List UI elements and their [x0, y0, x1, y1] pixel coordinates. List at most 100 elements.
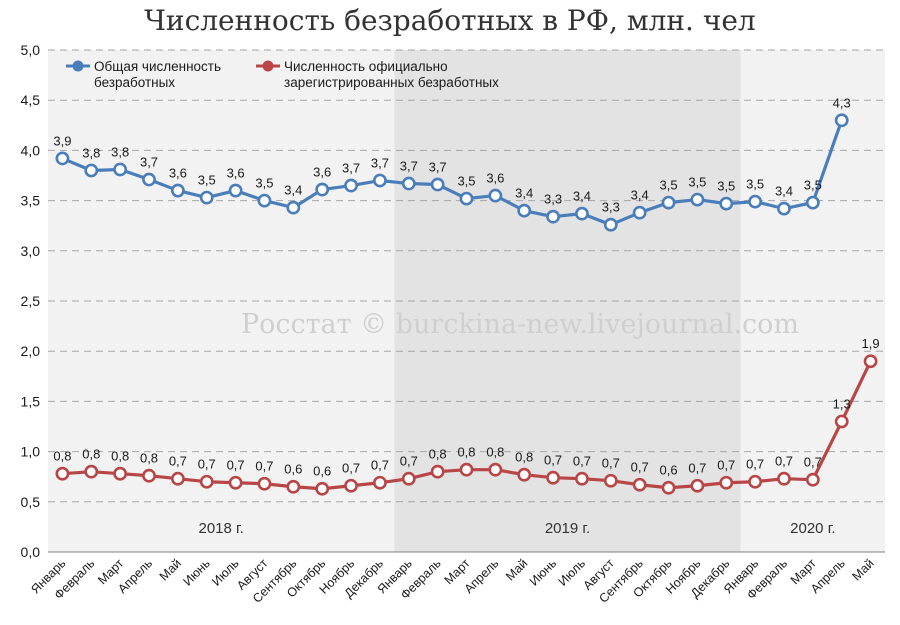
data-label: 3,5 — [255, 176, 273, 191]
data-label: 3,3 — [602, 200, 620, 215]
data-point — [661, 480, 676, 495]
data-label: 3,4 — [631, 188, 649, 203]
data-label: 3,5 — [198, 173, 216, 188]
data-label: 0,7 — [227, 458, 245, 473]
year-band — [740, 50, 885, 552]
data-point — [430, 177, 445, 192]
data-label: 0,7 — [198, 457, 216, 472]
data-label: 0,8 — [429, 447, 447, 462]
legend-label: зарегистрированных безработных — [284, 75, 499, 90]
data-point — [55, 466, 70, 481]
chart-title: Численность безработных в РФ, млн. чел — [144, 4, 756, 37]
data-label: 3,5 — [804, 178, 822, 193]
data-label: 3,4 — [775, 184, 793, 199]
data-point — [344, 178, 358, 193]
data-point — [459, 191, 474, 206]
data-label: 3,5 — [746, 177, 764, 192]
data-point — [199, 474, 214, 489]
data-point — [690, 478, 705, 493]
data-label: 0,7 — [169, 454, 187, 469]
data-label: 3,7 — [140, 155, 158, 170]
data-label: 3,4 — [284, 183, 302, 198]
year-label: 2019 г. — [545, 520, 590, 537]
data-point — [834, 414, 849, 429]
data-point — [199, 190, 214, 205]
data-point — [748, 474, 763, 489]
data-point — [401, 176, 416, 191]
data-label: 0,6 — [284, 462, 302, 477]
legend-swatch-marker — [262, 60, 274, 72]
data-label: 0,8 — [140, 451, 158, 466]
data-label: 0,7 — [688, 461, 706, 476]
data-label: 0,7 — [746, 457, 764, 472]
data-point — [315, 182, 330, 197]
year-label: 2018 г. — [198, 520, 243, 537]
data-point — [777, 471, 791, 486]
data-label: 0,7 — [544, 453, 562, 468]
y-tick-label: 2,5 — [21, 293, 41, 309]
data-label: 3,4 — [515, 186, 533, 201]
data-point — [805, 472, 820, 487]
data-point — [315, 481, 330, 496]
year-label: 2020 г. — [790, 520, 835, 537]
data-point — [603, 217, 618, 232]
x-tick-label: Май — [849, 556, 876, 583]
data-label: 0,7 — [400, 454, 418, 469]
data-label: 1,3 — [833, 396, 851, 411]
data-point — [575, 206, 589, 221]
y-tick-label: 4,0 — [21, 142, 41, 158]
series-line — [61, 119, 844, 227]
x-tick-label: Июнь — [180, 556, 212, 588]
y-tick-label: 1,5 — [21, 393, 41, 409]
data-point — [517, 203, 532, 218]
data-point — [113, 466, 128, 481]
y-tick-label: 2,0 — [21, 343, 41, 359]
y-tick-label: 1,0 — [21, 444, 41, 460]
data-point — [170, 471, 185, 486]
data-point — [228, 475, 243, 490]
data-label: 3,6 — [169, 166, 187, 181]
data-label: 0,7 — [573, 454, 591, 469]
data-point — [661, 195, 676, 210]
data-point — [459, 462, 474, 477]
data-point — [373, 475, 387, 490]
y-tick-label: 0,5 — [21, 494, 41, 510]
data-point — [777, 201, 791, 216]
data-point — [257, 476, 272, 491]
data-label: 3,7 — [429, 160, 447, 175]
data-label: 3,7 — [371, 156, 389, 171]
data-label: 3,7 — [400, 159, 418, 174]
data-label: 3,9 — [53, 133, 71, 148]
data-label: 0,7 — [717, 458, 735, 473]
data-label: 3,4 — [573, 189, 591, 204]
data-point — [373, 173, 387, 188]
data-label: 0,8 — [457, 445, 475, 460]
data-point — [834, 113, 849, 128]
data-label: 0,8 — [515, 450, 533, 465]
x-tick-label: Июнь — [527, 556, 559, 588]
data-point — [286, 200, 301, 215]
data-label: 0,8 — [53, 449, 71, 464]
legend-swatch-marker — [72, 60, 84, 72]
data-label: 0,8 — [486, 445, 504, 460]
data-label: 3,5 — [457, 174, 475, 189]
data-point — [546, 470, 560, 485]
data-label: 0,7 — [775, 454, 793, 469]
data-label: 3,6 — [313, 165, 331, 180]
y-tick-label: 3,5 — [21, 193, 41, 209]
data-point — [142, 468, 156, 483]
data-point — [55, 151, 70, 166]
data-label: 4,3 — [833, 95, 851, 110]
data-point — [84, 464, 99, 479]
data-label: 0,7 — [631, 460, 649, 475]
legend-label: Численность официально — [284, 59, 448, 74]
data-label: 3,5 — [688, 175, 706, 190]
data-label: 0,7 — [371, 458, 389, 473]
data-label: 0,7 — [342, 461, 360, 476]
data-label: 3,8 — [82, 145, 100, 160]
data-point — [719, 475, 734, 490]
data-point — [170, 183, 185, 198]
data-point — [690, 192, 705, 207]
data-label: 3,5 — [717, 179, 735, 194]
